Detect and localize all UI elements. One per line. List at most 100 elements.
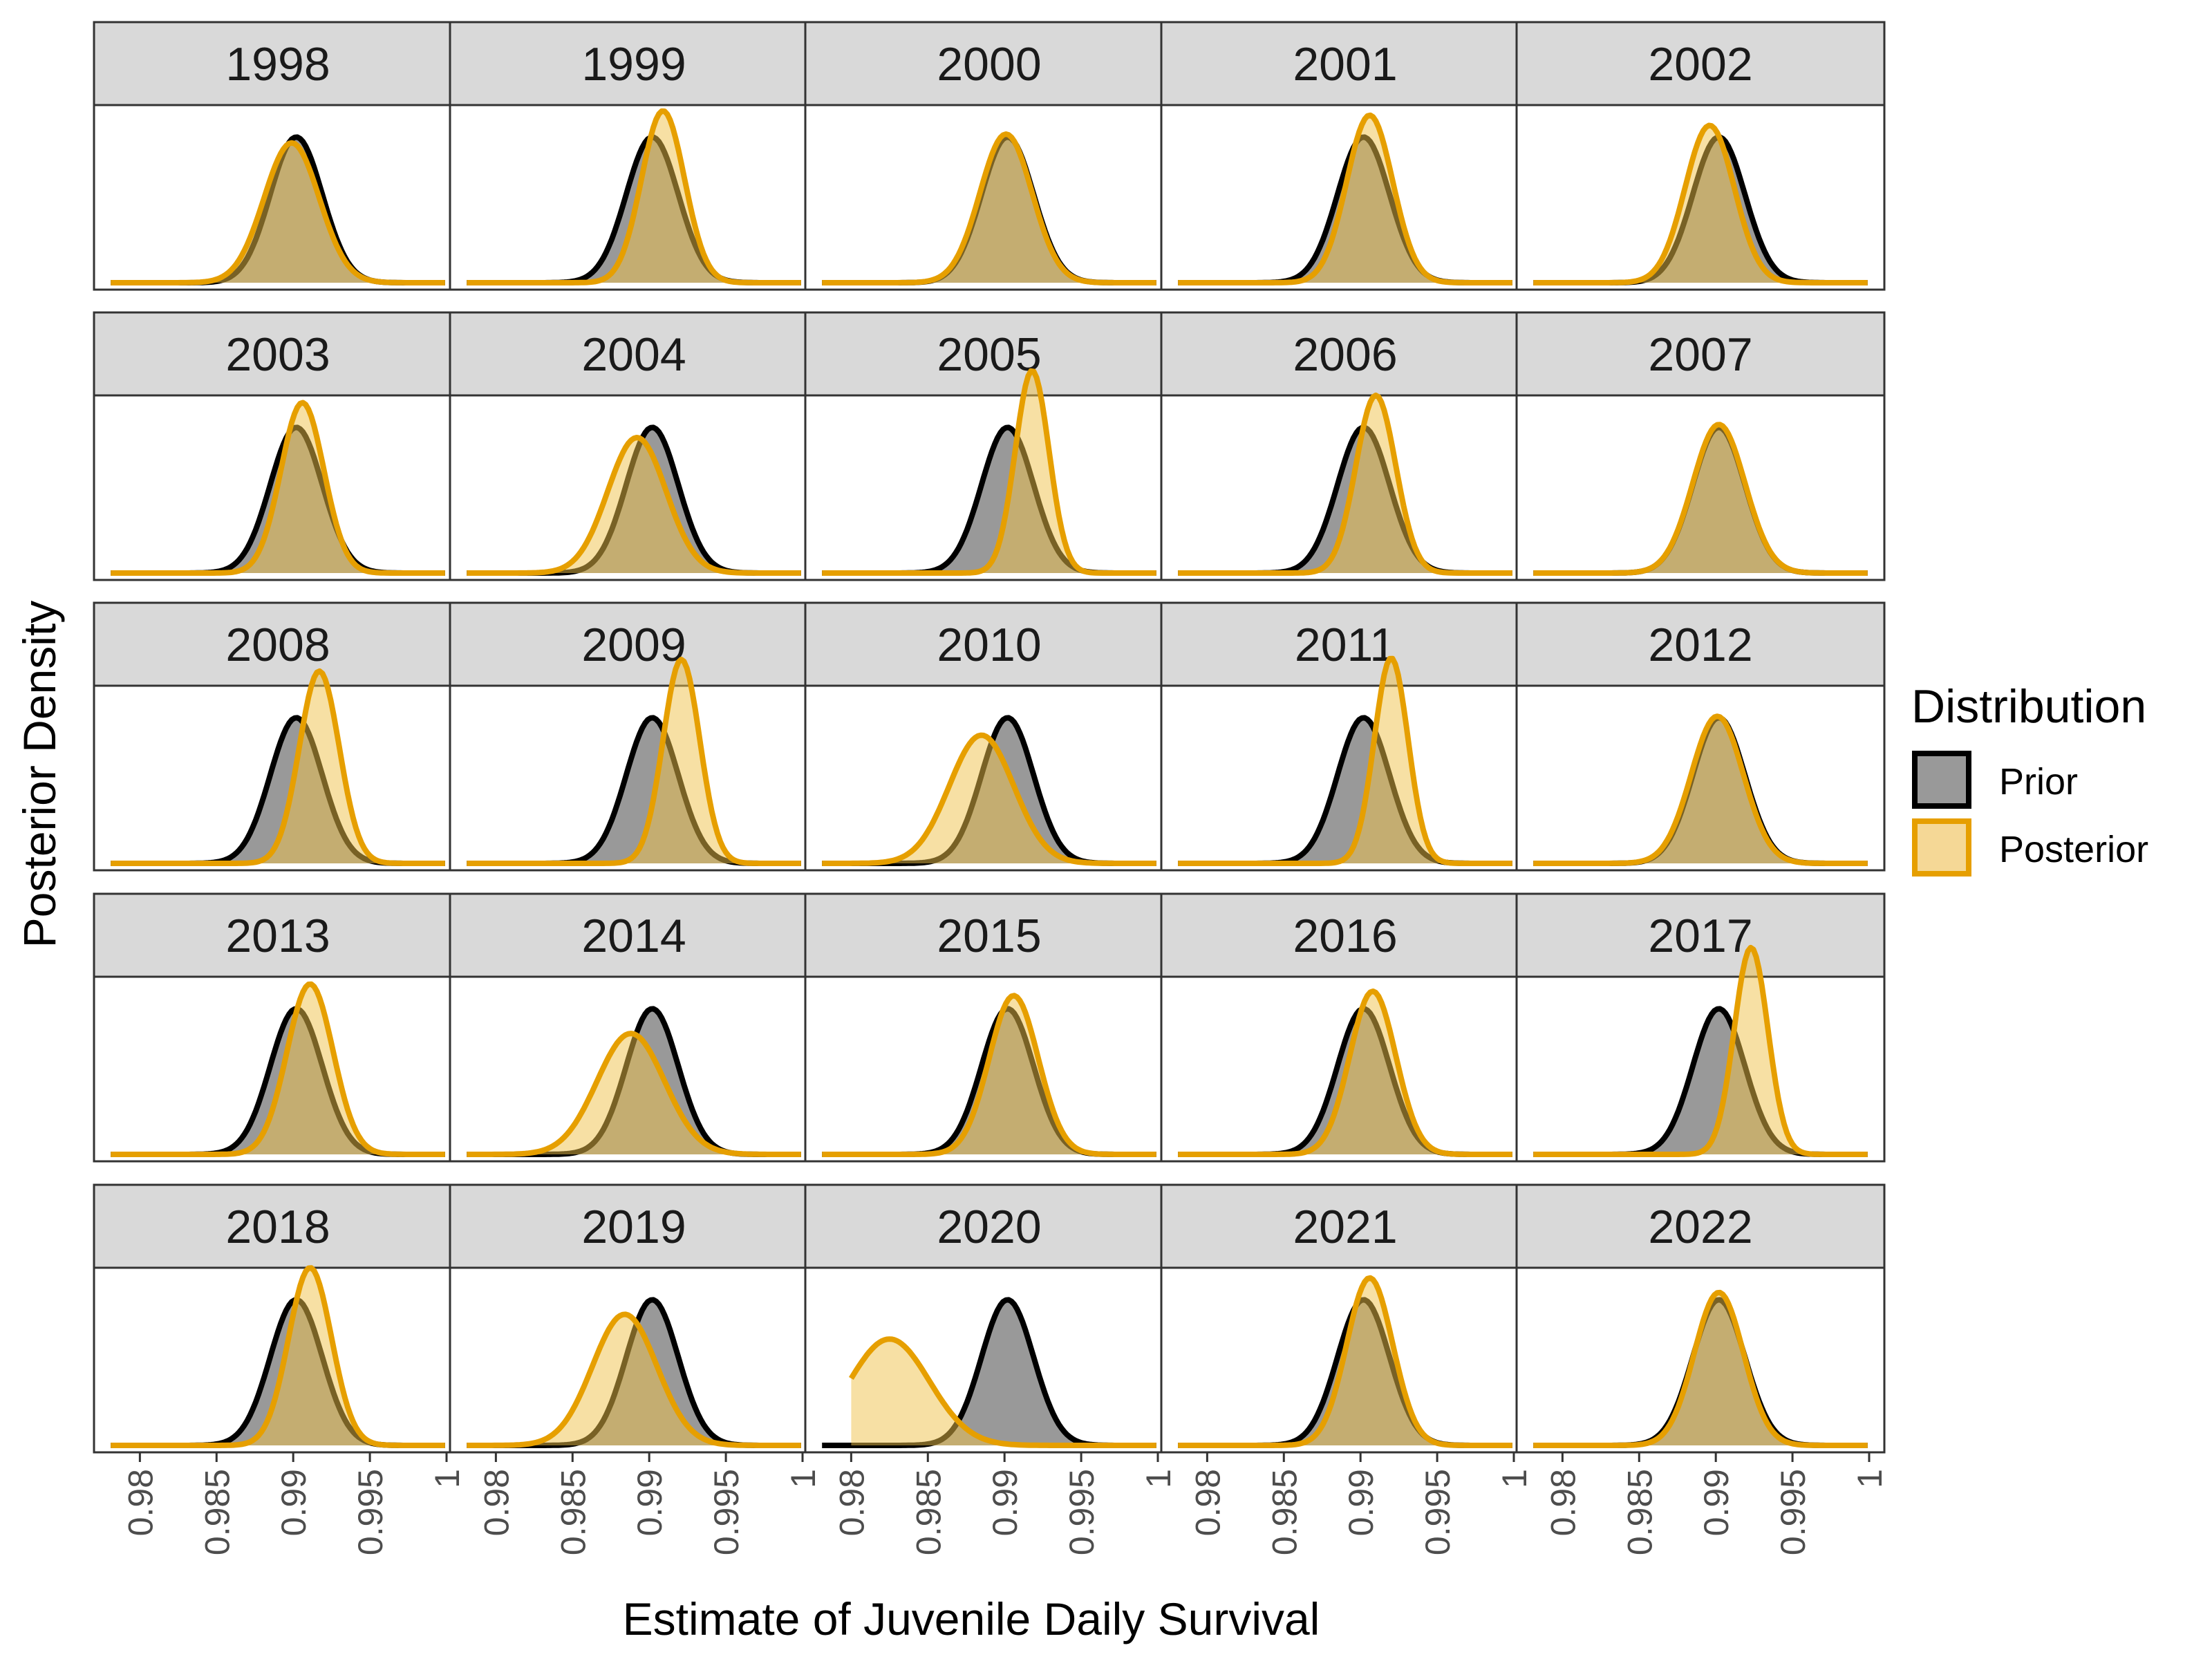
posterior-density-fill xyxy=(1178,395,1512,573)
facet-2020: 2020 xyxy=(804,1183,1174,1454)
posterior-density-fill xyxy=(1533,125,1868,283)
facet-2001: 2001 xyxy=(1160,21,1530,291)
x-tick-label: 0.985 xyxy=(198,1469,236,1555)
x-tick-label: 0.99 xyxy=(986,1469,1024,1536)
facet-1998: 1998 xyxy=(93,21,463,291)
facet-2003: 2003 xyxy=(93,311,463,581)
facet-2022: 2022 xyxy=(1515,1183,1886,1454)
facet-strip-label: 2007 xyxy=(1648,328,1752,381)
facet-strip xyxy=(1515,1183,1886,1269)
x-tick-label: 0.98 xyxy=(1188,1469,1227,1536)
posterior-density-fill xyxy=(467,1314,801,1445)
posterior-density-line xyxy=(1178,1275,1512,1448)
prior-density-fill xyxy=(822,427,1156,573)
facet-2015: 2015 xyxy=(804,892,1174,1163)
x-tick-label: 0.985 xyxy=(1620,1469,1659,1555)
x-tick-label: 0.995 xyxy=(1418,1469,1457,1555)
facet-strip-label: 2018 xyxy=(225,1201,330,1253)
legend-label-prior: Prior xyxy=(1999,761,2078,803)
posterior-density-fill xyxy=(111,142,445,283)
facet-strip-label: 2020 xyxy=(937,1201,1041,1253)
facet-strip xyxy=(449,601,819,687)
facet-strip-label: 2001 xyxy=(1293,38,1397,91)
posterior-density-fill xyxy=(111,1268,445,1445)
x-tick-label: 0.98 xyxy=(121,1469,160,1536)
facet-2014: 2014 xyxy=(449,892,819,1163)
x-tick-label: 0.985 xyxy=(909,1469,948,1555)
posterior-density-line xyxy=(1533,1289,1868,1448)
posterior-density-line xyxy=(111,1265,445,1448)
posterior-density-fill xyxy=(111,984,445,1154)
posterior-density-line xyxy=(111,400,445,576)
facet-strip-label: 2019 xyxy=(581,1201,686,1253)
facet-strip xyxy=(449,1183,819,1269)
posterior-density-line xyxy=(1178,112,1512,285)
x-axis-ticks: 0.98 0.985 0.99 0.995 1 0.98 0.985 0.99 0.995 1 0.… xyxy=(121,1452,1889,1555)
posterior-density-line xyxy=(111,981,445,1157)
facet-2021: 2021 xyxy=(1160,1183,1530,1454)
x-tick-label: 1 xyxy=(1850,1469,1889,1488)
facet-2019: 2019 xyxy=(449,1183,819,1454)
prior-density-fill xyxy=(111,1300,445,1445)
posterior-density-line xyxy=(1178,392,1512,576)
facet-2007: 2007 xyxy=(1515,311,1886,581)
posterior-density-line xyxy=(1533,713,1868,866)
posterior-density-line xyxy=(467,435,801,576)
posterior-density-line xyxy=(822,993,1156,1157)
facet-strip xyxy=(93,601,463,687)
facet-strip xyxy=(1160,1183,1530,1269)
posterior-density-line xyxy=(467,1311,801,1448)
x-tick-label: 0.99 xyxy=(274,1469,313,1536)
posterior-density-fill xyxy=(822,134,1156,283)
facet-panels: 1998 1999 2000 2001 2002 2003 2004 2005 2006 2007… xyxy=(93,21,1886,1454)
facet-strip-label: 2022 xyxy=(1648,1201,1752,1253)
posterior-density-line xyxy=(111,140,445,285)
facet-strip xyxy=(1515,892,1886,978)
facet-strip xyxy=(93,21,463,106)
facet-strip xyxy=(804,892,1174,978)
x-tick-label: 1 xyxy=(1495,1469,1534,1488)
legend-label-posterior: Posterior xyxy=(1999,829,2148,870)
facet-2006: 2006 xyxy=(1160,311,1530,581)
posterior-density-fill xyxy=(1178,991,1512,1154)
prior-density-fill xyxy=(822,1300,1156,1445)
facet-strip xyxy=(1515,311,1886,397)
prior-density-fill xyxy=(1178,718,1512,863)
y-axis-title: Posterior Density xyxy=(14,601,65,948)
facet-2011: 2011 xyxy=(1160,601,1530,872)
legend-key-posterior xyxy=(1912,818,1971,877)
posterior-density-line xyxy=(1178,988,1512,1157)
legend-key-prior xyxy=(1912,751,1971,809)
prior-density-fill xyxy=(111,718,445,863)
posterior-density-fill xyxy=(1533,424,1868,573)
posterior-density-line xyxy=(467,108,801,285)
posterior-density-line xyxy=(822,368,1156,576)
posterior-density-fill xyxy=(1533,716,1868,863)
facet-strip-label: 2009 xyxy=(581,619,686,671)
posterior-density-fill xyxy=(467,111,801,283)
facet-strip xyxy=(1515,21,1886,106)
facet-strip-label: 2010 xyxy=(937,619,1041,671)
posterior-density-fill xyxy=(467,1033,801,1154)
facet-2002: 2002 xyxy=(1515,21,1886,291)
x-tick-label: 1 xyxy=(784,1469,823,1488)
posterior-density-fill xyxy=(1533,1292,1868,1445)
facet-strip-label: 2008 xyxy=(225,619,330,671)
posterior-density-line xyxy=(1533,122,1868,285)
posterior-density-line xyxy=(1178,655,1512,866)
facet-2016: 2016 xyxy=(1160,892,1530,1163)
x-tick-label: 0.98 xyxy=(1544,1469,1582,1536)
facet-strip-label: 2011 xyxy=(1295,619,1396,671)
posterior-density-line xyxy=(467,657,801,866)
facet-2013: 2013 xyxy=(93,892,463,1163)
x-tick-label: 0.985 xyxy=(1265,1469,1304,1555)
prior-density-fill xyxy=(1178,427,1512,573)
facet-strip-label: 2015 xyxy=(937,910,1041,962)
x-tick-label: 0.99 xyxy=(1697,1469,1736,1536)
facet-strip-label: 2017 xyxy=(1648,910,1752,962)
posterior-density-fill xyxy=(822,735,1156,863)
facet-strip-label: 1998 xyxy=(225,38,330,91)
facet-strip xyxy=(1160,21,1530,106)
legend: Distribution Prior Posterior xyxy=(1911,680,2148,877)
